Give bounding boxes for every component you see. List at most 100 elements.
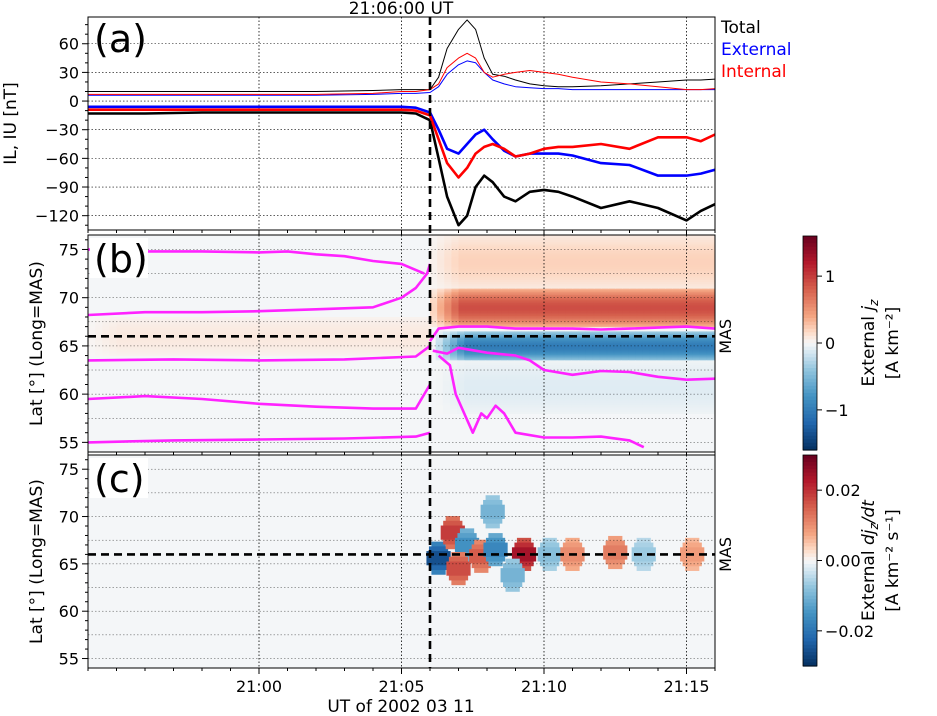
heatmap-cell	[244, 342, 253, 345]
heatmap-cell	[251, 337, 260, 341]
heatmap-cell	[700, 297, 709, 300]
heatmap-cell	[522, 289, 531, 292]
heatmap-cell	[551, 299, 559, 302]
heatmap-cell	[699, 375, 708, 379]
heatmap-cell	[522, 304, 531, 307]
heatmap-cell	[506, 380, 515, 384]
heatmap-cell	[592, 351, 601, 354]
heatmap-cell	[544, 254, 552, 258]
heatmap-cell	[529, 320, 538, 323]
heatmap-cell	[613, 375, 622, 379]
heatmap-cell	[479, 321, 488, 325]
heatmap-cell	[223, 350, 232, 353]
heatmap-cell	[579, 285, 588, 289]
heatmap-cell	[435, 391, 444, 395]
heatmap-cell	[430, 297, 438, 300]
heatmap-cell	[551, 297, 559, 300]
heatmap-cell	[449, 395, 458, 399]
heatmap-cell	[216, 331, 224, 334]
heatmap-cell	[613, 404, 622, 408]
heatmap-cell	[663, 402, 672, 406]
heatmap-cell	[578, 389, 586, 392]
heatmap-cell	[471, 380, 480, 384]
heatmap-cell	[642, 395, 651, 399]
heatmap-cell	[672, 323, 680, 326]
heatmap-cell	[599, 411, 608, 415]
heatmap-cell	[578, 337, 586, 340]
heatmap-cell	[478, 331, 487, 334]
heatmap-cell	[586, 300, 595, 304]
heatmap-cell	[620, 348, 629, 351]
heatmap-cell	[471, 393, 480, 397]
heatmap-cell	[323, 320, 331, 323]
heatmap-cell	[528, 369, 537, 373]
heatmap-cell	[501, 252, 509, 256]
heatmap-cell	[137, 349, 146, 352]
heatmap-cell	[187, 339, 196, 342]
heatmap-cell	[650, 305, 659, 308]
heatmap-cell	[571, 375, 579, 379]
heatmap-cell	[437, 307, 445, 310]
heatmap-cell	[656, 378, 665, 381]
heatmap-cell	[699, 406, 708, 410]
heatmap-cell	[643, 248, 652, 252]
heatmap-cell	[563, 335, 572, 337]
heatmap-cell	[166, 339, 175, 342]
heatmap-cell	[472, 316, 481, 320]
heatmap-cell	[485, 333, 494, 336]
heatmap-cell	[713, 344, 715, 347]
heatmap-cell	[344, 323, 353, 326]
heatmap-cell	[237, 341, 246, 344]
heatmap-cell	[713, 400, 715, 403]
heatmap-cell	[529, 297, 538, 300]
heatmap-cell	[599, 331, 608, 334]
heatmap-cell	[494, 323, 502, 326]
heatmap-cell	[515, 276, 524, 280]
heatmap-cell	[592, 331, 601, 334]
heatmap-cell	[458, 254, 467, 258]
heatmap-cell	[585, 356, 594, 359]
heatmap-cell	[230, 339, 239, 342]
heatmap-cell	[635, 357, 643, 360]
heatmap-cell	[679, 305, 688, 308]
heatmap-cell	[635, 332, 643, 335]
heatmap-cell	[109, 325, 118, 328]
heatmap-cell	[544, 261, 552, 265]
heatmap-cell	[556, 409, 565, 412]
heatmap-cell	[223, 329, 232, 333]
heatmap-cell	[692, 332, 700, 335]
heatmap-cell	[608, 259, 616, 263]
heatmap-cell	[592, 362, 601, 366]
heatmap-cell	[613, 411, 622, 415]
heatmap-cell	[536, 288, 545, 291]
heatmap-cell	[344, 350, 353, 353]
heatmap-cell	[457, 393, 465, 397]
heatmap-cell	[387, 328, 395, 331]
heatmap-cell	[442, 348, 451, 351]
heatmap-cell	[464, 351, 472, 354]
heatmap-cell	[514, 400, 522, 403]
heatmap-cell	[692, 389, 700, 392]
heatmap-cell	[700, 243, 709, 247]
heatmap-cell	[95, 321, 103, 325]
heatmap-cell	[536, 304, 545, 307]
heatmap-cell	[535, 391, 544, 395]
heatmap-cell	[586, 285, 595, 289]
heatmap-cell	[535, 350, 544, 353]
heatmap-cell	[487, 279, 495, 283]
heatmap-cell	[706, 386, 715, 390]
heatmap-cell	[613, 406, 622, 410]
heatmap-cell	[599, 343, 608, 346]
heatmap-cell	[394, 320, 403, 323]
heatmap-cell	[145, 341, 153, 344]
heatmap-cell	[686, 265, 695, 269]
heatmap-cell	[679, 252, 688, 256]
heatmap-cell	[578, 356, 586, 359]
heatmap-cell	[95, 345, 103, 349]
heatmap-cell	[485, 338, 494, 341]
heatmap-cell	[599, 384, 608, 388]
heatmap-cell	[230, 323, 239, 326]
heatmap-cell	[692, 393, 700, 397]
heatmap-cell	[408, 325, 417, 328]
heatmap-cell	[102, 344, 110, 347]
